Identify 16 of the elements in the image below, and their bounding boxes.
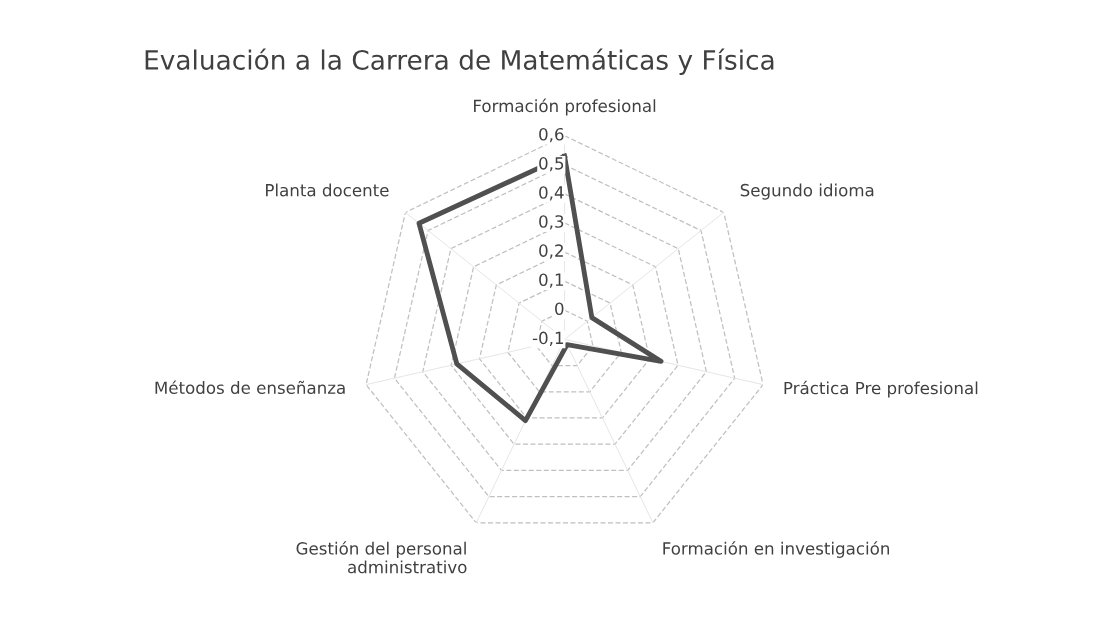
- y-tick-label: 0,1: [539, 273, 564, 288]
- spoke-label: Planta docente: [266, 183, 389, 197]
- y-tick-label: 0: [555, 302, 564, 316]
- spoke-label: Segundo idioma: [740, 183, 874, 200]
- spoke-label: Gestión del personal administrativo: [296, 541, 467, 574]
- spoke-label: Práctica Pre profesional: [784, 380, 978, 398]
- y-tick-label: 0,2: [539, 244, 563, 259]
- spoke-label: Métodos de enseñanza: [155, 380, 345, 395]
- chart-title: Evaluación a la Carrera de Matemáticas y Física: [145, 48, 774, 75]
- y-tick-label: 0,5: [539, 157, 564, 172]
- y-tick-label: 0,4: [539, 186, 564, 201]
- y-tick-label: -0,1: [532, 331, 564, 346]
- spoke-label: Formación en investigación: [663, 541, 889, 558]
- spoke-label: Formación profesional: [474, 98, 656, 116]
- y-tick-label: 0,3: [539, 215, 564, 230]
- y-tick-label: 0,6: [539, 127, 564, 143]
